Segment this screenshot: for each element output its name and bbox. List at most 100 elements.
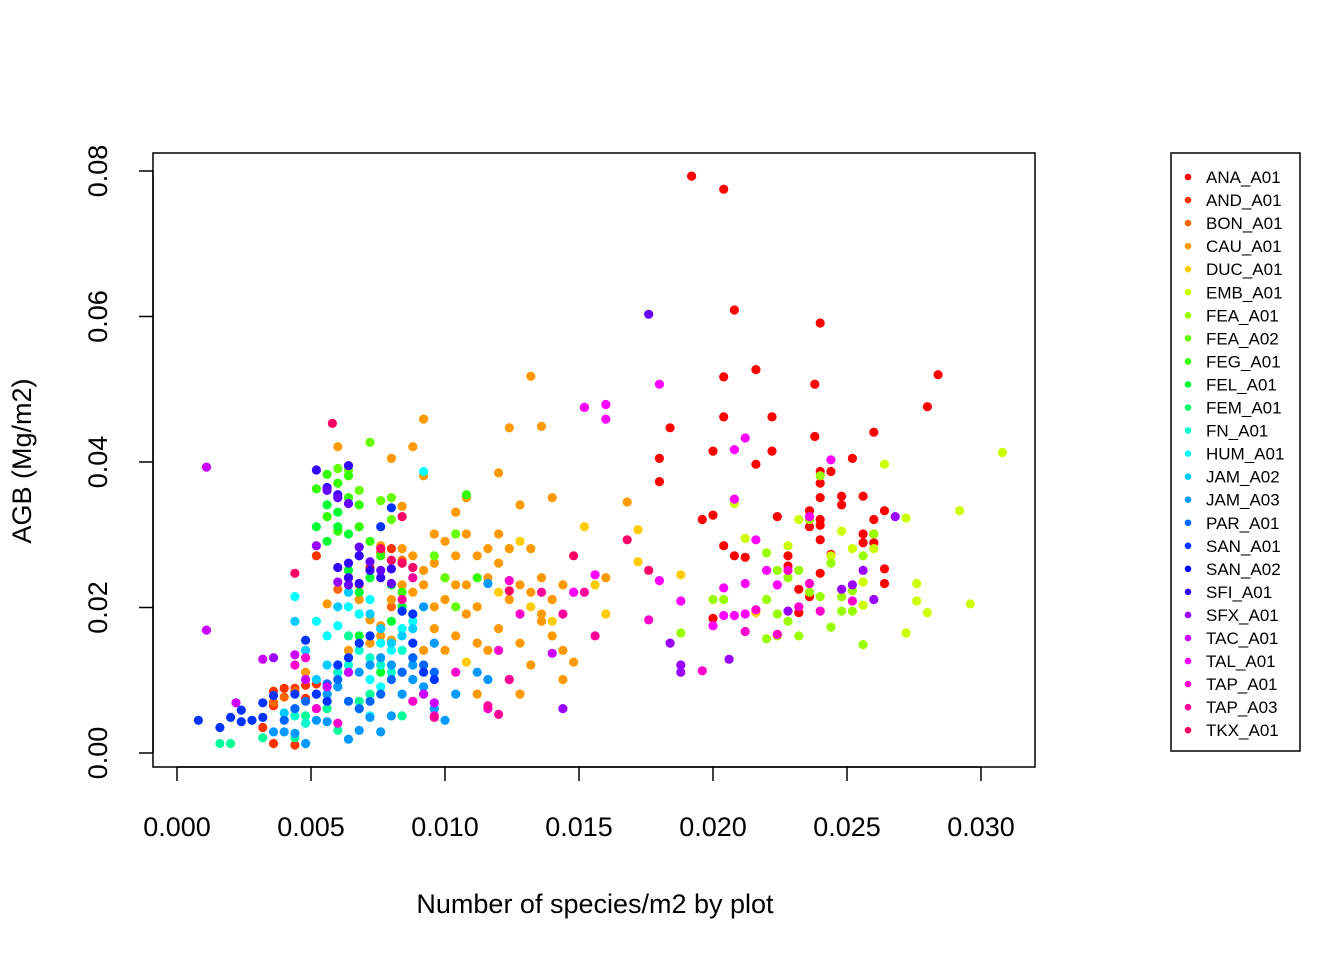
data-point-2-3 xyxy=(333,584,343,594)
data-point-15-6 xyxy=(343,734,354,744)
data-point-16-2 xyxy=(301,696,311,706)
data-point-22-19 xyxy=(676,596,686,606)
data-point-3-52 xyxy=(526,587,536,597)
data-point-3-28 xyxy=(451,551,461,561)
data-point-13-9 xyxy=(397,624,407,634)
data-point-14-5 xyxy=(333,602,343,612)
data-point-7-3 xyxy=(762,594,772,605)
data-point-3-64 xyxy=(601,573,611,583)
data-point-6-17 xyxy=(858,600,868,610)
data-point-18-8 xyxy=(386,564,396,574)
legend-label: TAP_A01 xyxy=(1206,675,1278,694)
data-point-0-22 xyxy=(815,478,825,488)
data-point-15-2 xyxy=(290,728,300,739)
x-axis: 0.000 0.005 0.010 0.015 0.020 0.025 0.030 xyxy=(143,766,1015,842)
data-point-6-0 xyxy=(997,447,1008,458)
data-point-7-12 xyxy=(804,587,815,597)
legend-marker xyxy=(1184,381,1192,388)
data-point-22-14 xyxy=(762,565,772,576)
data-point-20-6 xyxy=(847,580,858,590)
data-point-0-9 xyxy=(719,412,729,422)
data-point-17-0 xyxy=(193,715,203,725)
data-point-0-13 xyxy=(869,427,879,437)
data-point-0-25 xyxy=(858,491,868,501)
data-point-23-11 xyxy=(515,609,525,619)
data-point-15-12 xyxy=(408,674,418,685)
data-point-3-62 xyxy=(569,657,579,667)
data-point-15-18 xyxy=(483,674,493,685)
legend-label: HUM_A01 xyxy=(1206,445,1284,464)
legend-label: JAM_A03 xyxy=(1206,491,1280,510)
data-point-0-14 xyxy=(708,446,718,456)
data-point-25-10 xyxy=(504,586,514,596)
data-point-22-6 xyxy=(729,494,740,504)
data-point-20-11 xyxy=(333,577,343,587)
data-point-20-3 xyxy=(724,654,734,664)
data-point-0-48 xyxy=(879,564,890,574)
data-point-13-11 xyxy=(419,466,429,477)
data-point-23-7 xyxy=(804,578,815,589)
data-point-1-1 xyxy=(268,738,279,749)
x-tick-label: 0.015 xyxy=(545,812,613,842)
data-point-3-54 xyxy=(536,573,547,583)
data-point-3-14 xyxy=(408,551,418,561)
data-point-17-20 xyxy=(419,667,429,677)
legend-label: TAL_A01 xyxy=(1206,652,1276,671)
legend-label: DUC_A01 xyxy=(1206,260,1283,279)
data-point-16-13 xyxy=(419,660,429,670)
data-point-3-23 xyxy=(429,602,439,612)
data-point-3-34 xyxy=(472,551,482,561)
data-point-9-12 xyxy=(472,573,482,583)
data-point-3-56 xyxy=(547,493,557,503)
data-point-6-6 xyxy=(912,596,922,606)
data-point-16-11 xyxy=(397,667,407,677)
data-point-3-32 xyxy=(461,580,471,590)
y-tick-label: 0.02 xyxy=(83,581,113,634)
data-point-7-17 xyxy=(837,592,847,602)
data-point-22-7 xyxy=(751,535,761,545)
data-point-3-57 xyxy=(547,594,557,605)
plot-area-frame xyxy=(152,152,1036,768)
data-point-11-11 xyxy=(397,711,407,721)
legend-label: FEA_A02 xyxy=(1206,329,1279,348)
legend-marker xyxy=(1184,634,1192,642)
data-point-18-9 xyxy=(354,578,364,589)
data-point-25-5 xyxy=(408,562,418,573)
data-point-1-2 xyxy=(290,740,300,750)
y-axis-label: AGB (Mg/m2) xyxy=(7,378,37,543)
data-point-2-1 xyxy=(279,692,289,702)
legend-marker xyxy=(1184,473,1192,480)
data-point-15-11 xyxy=(397,689,407,699)
data-point-8-10 xyxy=(451,602,461,612)
data-point-6-1 xyxy=(955,506,965,516)
data-point-6-10 xyxy=(740,533,750,544)
data-point-9-8 xyxy=(365,536,375,546)
data-point-13-3 xyxy=(333,621,343,631)
data-point-3-9 xyxy=(386,453,396,463)
legend-marker xyxy=(1184,312,1192,319)
data-point-12-5 xyxy=(343,660,354,670)
data-point-17-3 xyxy=(236,705,246,715)
data-point-3-20 xyxy=(419,580,429,590)
data-point-10-10 xyxy=(365,573,375,583)
data-point-10-15 xyxy=(354,631,364,641)
data-point-22-4 xyxy=(740,433,750,443)
data-point-0-35 xyxy=(815,520,825,530)
data-point-7-2 xyxy=(762,548,772,558)
data-point-3-21 xyxy=(419,645,429,656)
data-point-23-6 xyxy=(794,602,804,612)
data-point-8-9 xyxy=(440,573,450,583)
data-point-21-0 xyxy=(201,462,212,472)
data-point-16-8 xyxy=(365,696,375,706)
legend-marker xyxy=(1184,358,1192,365)
data-point-14-1 xyxy=(290,616,300,626)
data-point-10-0 xyxy=(322,500,332,510)
data-point-23-4 xyxy=(772,629,782,640)
legend-marker xyxy=(1184,565,1192,573)
data-point-15-16 xyxy=(451,689,461,699)
data-point-20-10 xyxy=(558,704,568,714)
data-point-21-8 xyxy=(419,689,429,699)
data-point-9-11 xyxy=(461,490,471,500)
data-point-3-74 xyxy=(301,667,311,677)
